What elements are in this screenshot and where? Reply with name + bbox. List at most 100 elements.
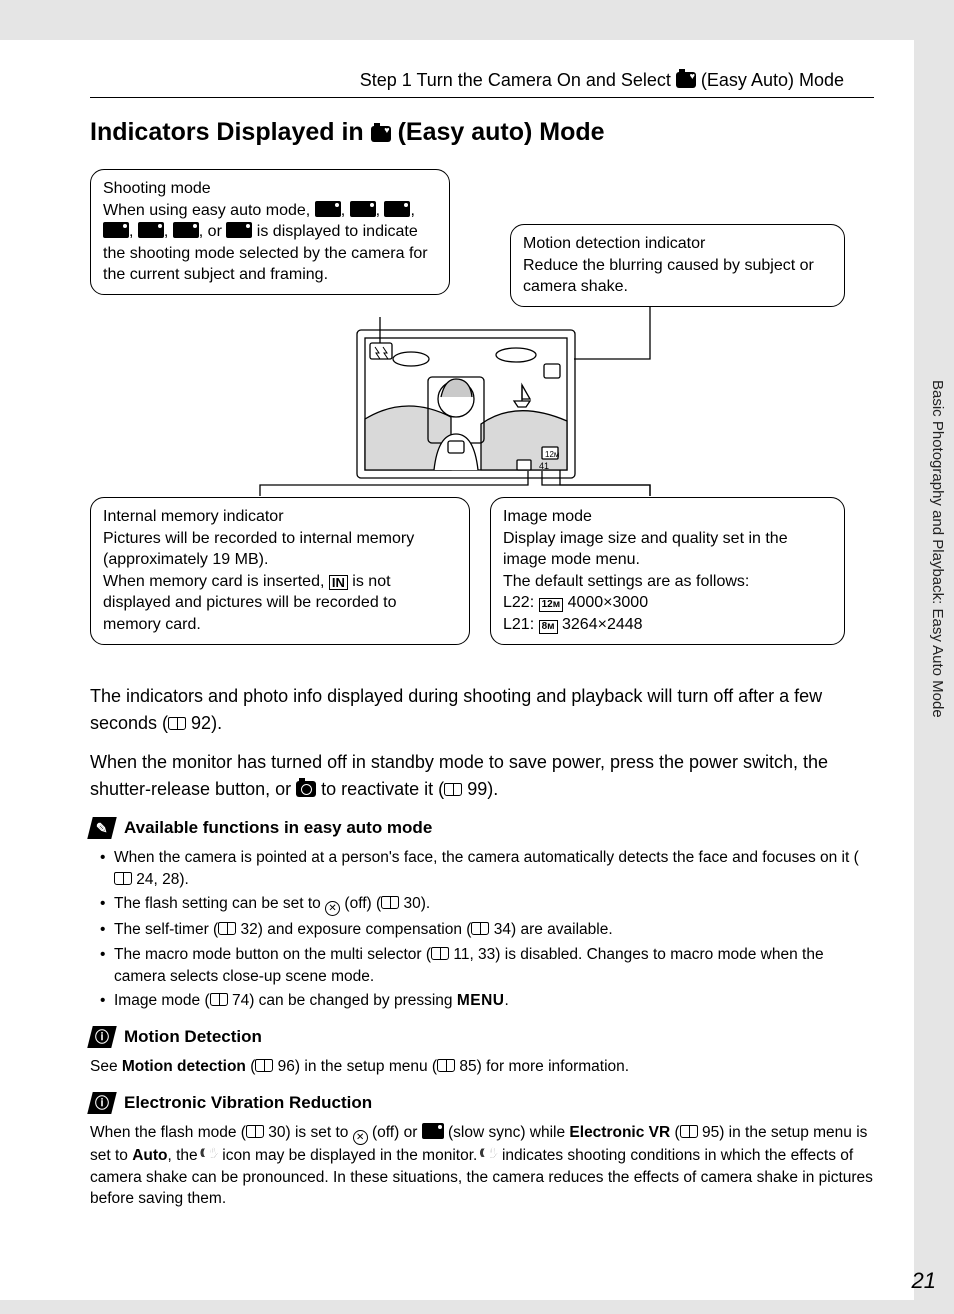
text: See xyxy=(90,1058,122,1075)
mode-icon xyxy=(315,201,341,217)
body-para-1: The indicators and photo info displayed … xyxy=(90,683,874,737)
page-ref-icon xyxy=(114,872,132,885)
callout-image-mode: Image mode Display image size and qualit… xyxy=(490,497,845,645)
text: 96) in the setup menu ( xyxy=(273,1058,437,1075)
page-title: Indicators Displayed in (Easy auto) Mode xyxy=(90,118,874,147)
callout-title: Motion detection indicator xyxy=(523,235,705,252)
text: Display image size and quality set in th… xyxy=(503,530,788,569)
mode-icon xyxy=(138,222,164,238)
text: 74) can be changed by pressing xyxy=(228,992,457,1009)
page-ref-icon xyxy=(246,1125,264,1138)
easy-auto-icon xyxy=(371,126,391,142)
text: , xyxy=(129,223,138,240)
note-motion-text: See Motion detection ( 96) in the setup … xyxy=(90,1056,874,1078)
text: Pictures will be recorded to internal me… xyxy=(103,530,414,569)
page-ref-icon xyxy=(471,922,489,935)
text: Motion detection xyxy=(122,1058,246,1075)
side-section-label: Basic Photography and Playback: Easy Aut… xyxy=(929,380,946,718)
page-ref-icon xyxy=(381,896,399,909)
text: 4000×3000 xyxy=(563,594,648,611)
text: (off) or xyxy=(368,1124,422,1141)
callout-motion-detection: Motion detection indicator Reduce the bl… xyxy=(510,224,845,307)
mode-icon xyxy=(226,222,252,238)
text: The macro mode button on the multi selec… xyxy=(114,946,431,963)
text: 3264×2448 xyxy=(558,616,643,633)
note-title: Motion Detection xyxy=(124,1027,262,1047)
text: 34) are available. xyxy=(489,921,612,938)
breadcrumb: Step 1 Turn the Camera On and Select (Ea… xyxy=(90,70,874,98)
text: 99). xyxy=(462,779,498,799)
page-ref-icon xyxy=(437,1059,455,1072)
list-item: The macro mode button on the multi selec… xyxy=(100,944,874,987)
text: , or xyxy=(199,223,227,240)
available-functions-list: When the camera is pointed at a person's… xyxy=(90,847,874,1012)
list-item: When the camera is pointed at a person's… xyxy=(100,847,874,890)
page-ref-icon xyxy=(680,1125,698,1138)
text: 85) for more information. xyxy=(455,1058,629,1075)
text: The default settings are as follows: xyxy=(503,573,749,590)
callout-internal-memory: Internal memory indicator Pictures will … xyxy=(90,497,470,645)
page-ref-icon xyxy=(210,993,228,1006)
callout-title: Image mode xyxy=(503,508,592,525)
indicator-diagram: Shooting mode When using easy auto mode,… xyxy=(90,169,874,669)
menu-label: MENU xyxy=(457,992,505,1009)
text: When the flash mode ( xyxy=(90,1124,246,1141)
text: When using easy auto mode, xyxy=(103,202,315,219)
text: 30) is set to xyxy=(264,1124,353,1141)
callout-shooting-mode: Shooting mode When using easy auto mode,… xyxy=(90,169,450,295)
page-ref-icon xyxy=(168,717,186,730)
mode-icon xyxy=(103,222,129,238)
text: L22: xyxy=(503,594,539,611)
text: (slow sync) while xyxy=(444,1124,570,1141)
svg-text:41: 41 xyxy=(539,461,549,471)
text: to reactivate it ( xyxy=(316,779,444,799)
text: L21: xyxy=(503,616,539,633)
note-motion-heading: ⓘ Motion Detection xyxy=(90,1026,874,1048)
flash-off-icon: ✕ xyxy=(325,901,340,916)
camera-icon xyxy=(296,781,316,797)
callout-title: Internal memory indicator xyxy=(103,508,284,525)
text: ( xyxy=(670,1124,679,1141)
text: When memory card is inserted, xyxy=(103,573,329,590)
resolution-icon: 12м xyxy=(539,598,564,612)
note-pencil-icon: ✎ xyxy=(87,817,116,839)
internal-memory-icon: IN xyxy=(329,575,348,590)
text: , xyxy=(341,202,350,219)
body-para-2: When the monitor has turned off in stand… xyxy=(90,749,874,803)
text: The flash setting can be set to xyxy=(114,895,325,912)
mode-icon xyxy=(384,201,410,217)
text: icon may be displayed in the monitor. xyxy=(218,1147,482,1164)
text: 92). xyxy=(186,713,222,733)
text: Auto xyxy=(132,1147,167,1164)
page-ref-icon xyxy=(444,783,462,796)
text: Electronic VR xyxy=(569,1124,670,1141)
mode-icon xyxy=(350,201,376,217)
callout-title: Shooting mode xyxy=(103,180,211,197)
page-ref-icon xyxy=(218,922,236,935)
text: , xyxy=(164,223,173,240)
text: . xyxy=(505,992,509,1009)
text: Image mode ( xyxy=(114,992,210,1009)
list-item: The self-timer ( 32) and exposure compen… xyxy=(100,919,874,941)
evr-icon xyxy=(202,1148,218,1162)
heading-prefix: Indicators Displayed in xyxy=(90,118,371,146)
breadcrumb-suffix: (Easy Auto) Mode xyxy=(696,70,844,90)
text: (off) ( xyxy=(340,895,381,912)
list-item: Image mode ( 74) can be changed by press… xyxy=(100,990,874,1012)
slow-sync-icon xyxy=(422,1123,444,1139)
text: , xyxy=(410,202,414,219)
note-title: Available functions in easy auto mode xyxy=(124,818,432,838)
evr-icon xyxy=(482,1148,498,1162)
note-info-icon: ⓘ xyxy=(87,1026,116,1048)
text: , the xyxy=(168,1147,202,1164)
heading-suffix: (Easy auto) Mode xyxy=(391,118,605,146)
text: 24, 28). xyxy=(132,871,189,888)
breadcrumb-text: Step 1 Turn the Camera On and Select xyxy=(360,70,676,90)
resolution-icon: 8м xyxy=(539,620,558,634)
note-evr-heading: ⓘ Electronic Vibration Reduction xyxy=(90,1092,874,1114)
lcd-preview: 12м 41 xyxy=(356,329,576,479)
text: , xyxy=(376,202,385,219)
text: When the camera is pointed at a person's… xyxy=(114,849,859,866)
easy-auto-icon xyxy=(676,72,696,88)
text: 30). xyxy=(399,895,430,912)
